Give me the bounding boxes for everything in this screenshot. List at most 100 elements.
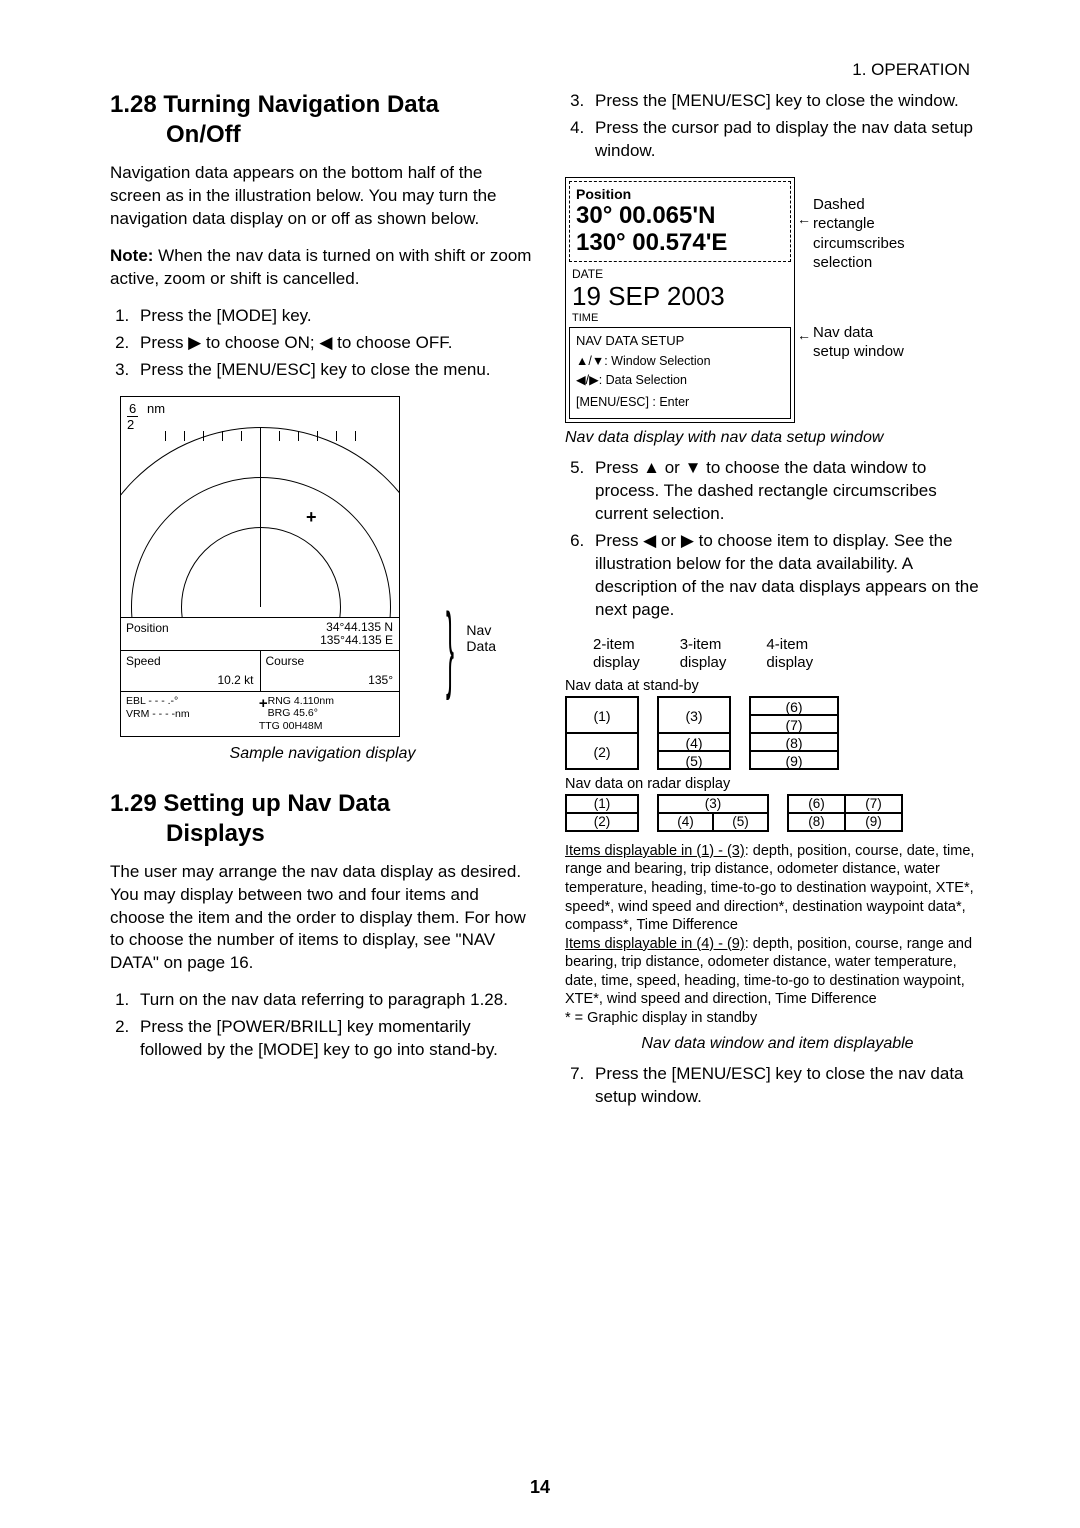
position-value: 34°44.135 N 135°44.135 E	[315, 618, 399, 650]
lat: 34°44.135 N	[320, 621, 393, 634]
cell: (5)	[658, 751, 730, 769]
para-128-1: Navigation data appears on the bottom ha…	[110, 162, 535, 231]
page-number: 14	[0, 1477, 1080, 1498]
plus-icon: +	[306, 507, 317, 528]
right-column: Press the [MENU/ESC] key to close the wi…	[565, 90, 990, 1123]
brace-icon: }	[446, 600, 454, 696]
items-4-9-label: Items displayable in (4) - (9)	[565, 936, 745, 952]
row: [MENU/ESC] : Enter	[576, 395, 784, 409]
chapter-header: 1. OPERATION	[852, 60, 970, 80]
lon: 135°44.135 E	[320, 634, 393, 647]
rgrid-3item: (3) (4) (5)	[657, 794, 769, 832]
bearing-ticks	[141, 419, 379, 449]
speed-value: 10.2 kt	[121, 671, 261, 691]
panel-title: NAV DATA SETUP	[576, 333, 784, 348]
title-line1: Turning Navigation Data	[163, 91, 439, 118]
steps-129: Turn on the nav data referring to paragr…	[110, 989, 535, 1062]
section-128-title: 1.28 Turning Navigation Data On/Off	[110, 90, 535, 150]
cell: (1)	[566, 795, 638, 813]
date-panel: DATE 19 SEP 2003 TIME	[566, 265, 794, 324]
range-2: 2	[127, 417, 134, 432]
radar-grids: (1) (2) (3) (4) (5) (6) (7) (8) (9)	[565, 794, 990, 832]
range-6: 6	[127, 401, 138, 417]
setup-figure: Position 30° 00.065'N 130° 00.574'E DATE…	[565, 177, 925, 423]
time-label: TIME	[572, 312, 788, 324]
items-1-3-label: Items displayable in (1) - (3)	[565, 843, 745, 859]
brg: BRG 45.6°	[259, 707, 394, 720]
cell: (9)	[750, 751, 838, 769]
note-128: Note: When the nav data is turned on wit…	[110, 245, 535, 291]
col-3item: 3-itemdisplay	[680, 636, 727, 672]
arrow-left-icon: ←	[797, 211, 811, 227]
ebl-vrm: EBL - - - .-° VRM - - - -nm	[121, 692, 254, 736]
annotation-dashed: Dashed rectangle circumscribes selection	[813, 195, 925, 273]
position-row: Position 34°44.135 N 135°44.135 E	[121, 617, 399, 650]
step: Press the [MENU/ESC] key to close the me…	[134, 359, 535, 382]
setup-box: Position 30° 00.065'N 130° 00.574'E DATE…	[565, 177, 795, 423]
step: Press the [MENU/ESC] key to close the na…	[589, 1063, 990, 1109]
standby-grids: (1) (2) (3) (4) (5) (6) (7) (8) (9)	[565, 696, 990, 770]
setup-window-panel: NAV DATA SETUP ▲/▼: Window Selection ◀/▶…	[569, 327, 791, 419]
step: Press the [POWER/BRILL] key momentarily …	[134, 1016, 535, 1062]
cell: (6)	[750, 697, 838, 715]
cell: (9)	[845, 813, 902, 831]
radar-box: 6 2 nm +	[120, 396, 400, 737]
lat: 30° 00.065'N	[576, 202, 784, 230]
cell: (5)	[713, 813, 768, 831]
step: Press the cursor pad to display the nav …	[589, 117, 990, 163]
date-label: DATE	[572, 267, 788, 281]
plus-icon: +	[259, 695, 268, 713]
caption-setup: Nav data display with nav data setup win…	[565, 429, 990, 447]
caption-radar: Sample navigation display	[110, 745, 535, 763]
steps-128: Press the [MODE] key. Press ▶ to choose …	[110, 305, 535, 382]
title-line2: Displays	[110, 819, 535, 849]
section-129-title: 1.29 Setting up Nav Data Displays	[110, 789, 535, 849]
radar-scope: 6 2 nm +	[121, 397, 399, 617]
section-num: 1.28	[110, 91, 157, 118]
range-unit: nm	[147, 401, 165, 416]
lon: 130° 00.574'E	[576, 229, 784, 257]
cell: (2)	[566, 813, 638, 831]
course-label: Course	[261, 651, 400, 671]
speed-course-labels: Speed Course	[121, 650, 399, 671]
rng: RNG 4.110nm	[259, 695, 394, 708]
line: Dashed rectangle	[813, 195, 925, 234]
vrm: VRM - - - -nm	[126, 708, 249, 721]
step: Press ▲ or ▼ to choose the data window t…	[589, 457, 990, 526]
cell: (3)	[658, 795, 768, 813]
cell: (2)	[566, 733, 638, 769]
line: selection	[813, 253, 925, 273]
rng-brg-ttg: + RNG 4.110nm BRG 45.6° TTG 00H48M	[254, 692, 399, 736]
note-label: Note:	[110, 246, 153, 265]
line: circumscribes	[813, 234, 925, 254]
cell: (6)	[788, 795, 845, 813]
cell: (3)	[658, 697, 730, 733]
grid-2item: (1) (2)	[565, 696, 639, 770]
grid-4item: (6) (7) (8) (9)	[749, 696, 839, 770]
cell: (8)	[788, 813, 845, 831]
title-line2: On/Off	[110, 120, 535, 150]
speed-label: Speed	[121, 651, 261, 671]
step: Press ▶ to choose ON; ◀ to choose OFF.	[134, 332, 535, 355]
col-2item: 2-itemdisplay	[593, 636, 640, 672]
caption-items: Nav data window and item displayable	[565, 1035, 990, 1053]
position-label: Position	[121, 618, 315, 650]
items-text-block: Items displayable in (1) - (3): depth, p…	[565, 842, 990, 1027]
row: ◀/▶: Data Selection	[576, 372, 784, 387]
radar-figure: 6 2 nm +	[120, 396, 450, 737]
steps-right-a: Press the [MENU/ESC] key to close the wi…	[565, 90, 990, 163]
note-body: When the nav data is turned on with shif…	[110, 246, 531, 288]
page-columns: 1.28 Turning Navigation Data On/Off Navi…	[110, 90, 990, 1123]
left-column: 1.28 Turning Navigation Data On/Off Navi…	[110, 90, 535, 1123]
heading-line	[260, 427, 261, 607]
grid-3item: (3) (4) (5)	[657, 696, 731, 770]
display-type-header: 2-itemdisplay 3-itemdisplay 4-itemdispla…	[565, 636, 990, 672]
col-4item: 4-itemdisplay	[766, 636, 813, 672]
label: Data	[466, 638, 496, 655]
cell: (4)	[658, 733, 730, 751]
step: Press the [MODE] key.	[134, 305, 535, 328]
sub-label-standby: Nav data at stand-by	[565, 678, 990, 694]
section-num: 1.29	[110, 790, 157, 817]
arrow-left-icon: ←	[797, 327, 811, 343]
cell: (7)	[845, 795, 902, 813]
